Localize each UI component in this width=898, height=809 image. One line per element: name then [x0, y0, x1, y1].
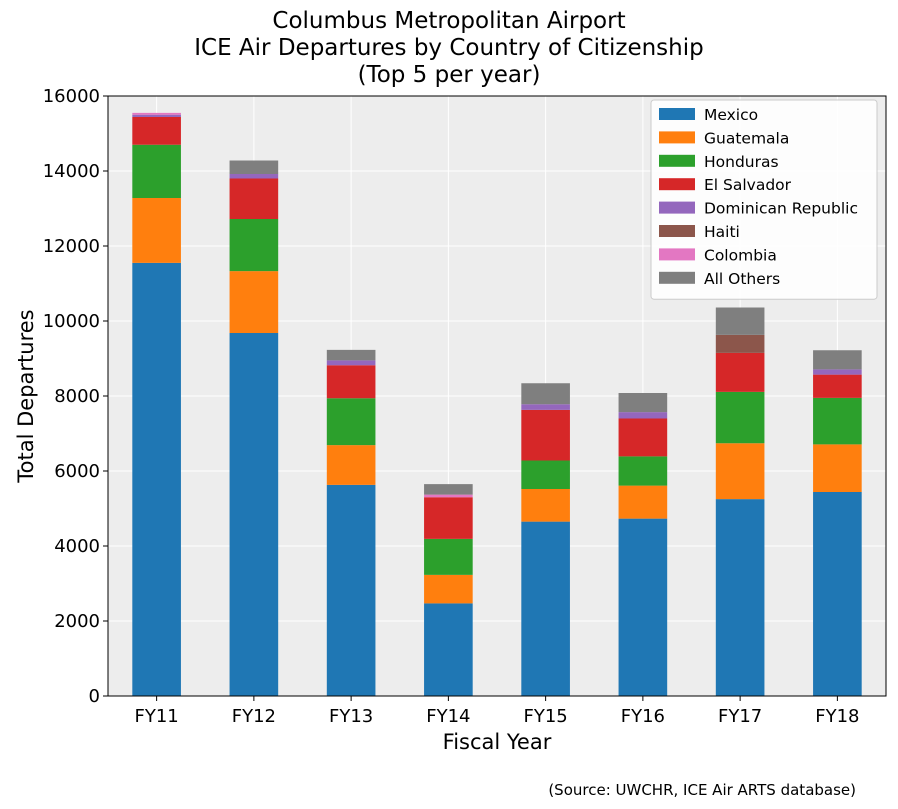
legend-label: Haiti — [704, 223, 740, 241]
bar-segment-all-others — [424, 484, 473, 495]
bar-segment-el-salvador — [521, 409, 570, 461]
legend-swatch — [659, 201, 695, 214]
chart-title-line-1: Columbus Metropolitan Airport — [272, 8, 626, 34]
bar-segment-guatemala — [326, 445, 376, 485]
y-tick-label: 0 — [89, 686, 100, 707]
y-tick-label: 6000 — [54, 461, 100, 482]
chart-title-line-3: (Top 5 per year) — [357, 62, 541, 88]
bar-segment-mexico — [618, 518, 668, 696]
legend-swatch — [659, 154, 695, 167]
bar-segment-dominican-republic — [521, 404, 570, 410]
y-tick-label: 4000 — [54, 536, 100, 557]
bar-segment-all-others — [326, 349, 376, 361]
bar-segment-mexico — [326, 484, 376, 696]
x-tick-label: FY17 — [718, 706, 762, 727]
legend-label: Colombia — [704, 246, 777, 264]
bar-segment-el-salvador — [715, 352, 765, 392]
bar-segment-mexico — [521, 521, 570, 696]
bar-segment-guatemala — [618, 485, 668, 519]
bar-segment-colombia — [132, 112, 181, 115]
bar-segment-mexico — [132, 262, 181, 696]
chart-title-line-2: ICE Air Departures by Country of Citizen… — [194, 35, 704, 61]
bar-segment-haiti — [715, 334, 765, 353]
legend-label: Dominican Republic — [704, 200, 858, 218]
x-tick-label: FY11 — [134, 706, 178, 727]
bar-segment-honduras — [132, 144, 181, 198]
bar-segment-colombia — [424, 494, 473, 498]
bar-segment-dominican-republic — [229, 174, 279, 179]
source-note: (Source: UWCHR, ICE Air ARTS database) — [548, 781, 856, 799]
legend-swatch — [659, 271, 695, 284]
bar-segment-honduras — [521, 460, 570, 489]
y-tick-label: 2000 — [54, 611, 100, 632]
bar-segment-guatemala — [132, 198, 181, 263]
y-tick-label: 10000 — [43, 311, 100, 332]
bar-segment-el-salvador — [813, 374, 862, 398]
bar-segment-mexico — [424, 603, 473, 696]
y-tick-label: 12000 — [43, 236, 100, 257]
bar-segment-dominican-republic — [132, 114, 181, 117]
legend-label: Honduras — [704, 153, 779, 171]
legend-box — [650, 99, 878, 300]
bar-segment-el-salvador — [618, 418, 668, 457]
bar-segment-honduras — [229, 219, 279, 272]
bar-segment-guatemala — [715, 443, 765, 500]
bar-segment-all-others — [229, 160, 279, 174]
bar-segment-guatemala — [424, 574, 473, 604]
y-axis-label: Total Departures — [14, 309, 38, 483]
legend-swatch — [659, 248, 695, 261]
bar-segment-honduras — [424, 538, 473, 575]
x-tick-label: FY18 — [815, 706, 859, 727]
bar-segment-el-salvador — [424, 497, 473, 539]
bar-segment-el-salvador — [229, 178, 279, 219]
legend-label: Mexico — [704, 106, 758, 124]
bar-segment-honduras — [618, 456, 668, 486]
x-tick-label: FY12 — [232, 706, 276, 727]
chart-title: Columbus Metropolitan Airport ICE Air De… — [0, 8, 898, 89]
y-tick-label: 14000 — [43, 161, 100, 182]
bar-segment-mexico — [813, 492, 862, 696]
x-tick-label: FY13 — [329, 706, 373, 727]
bar-segment-dominican-republic — [326, 360, 376, 366]
bar-segment-honduras — [813, 397, 862, 445]
plot-frame — [107, 95, 887, 697]
bar-segment-mexico — [229, 333, 279, 696]
bar-segment-all-others — [813, 350, 862, 370]
bar-segment-all-others — [618, 393, 668, 413]
bar-segment-el-salvador — [326, 365, 376, 399]
y-tick-label: 8000 — [54, 386, 100, 407]
x-tick-label: FY14 — [426, 706, 470, 727]
bar-segment-all-others — [521, 383, 570, 405]
legend-swatch — [659, 225, 695, 237]
bar-segment-honduras — [715, 391, 765, 444]
bar-segment-guatemala — [813, 444, 862, 492]
y-tick-label: 16000 — [43, 86, 100, 107]
bar-segment-all-others — [715, 307, 765, 335]
bar-segment-dominican-republic — [813, 369, 862, 375]
legend-label: El Salvador — [704, 176, 792, 194]
x-tick-label: FY16 — [621, 706, 665, 727]
x-axis-label: Fiscal Year — [443, 730, 552, 754]
bar-segment-guatemala — [229, 271, 279, 333]
bar-segment-mexico — [715, 499, 765, 696]
legend-swatch — [659, 131, 695, 144]
legend-label: All Others — [704, 270, 780, 288]
legend-swatch — [659, 178, 695, 191]
legend-swatch — [659, 108, 695, 120]
bar-segment-el-salvador — [132, 117, 181, 145]
bar-segment-guatemala — [521, 489, 570, 522]
x-tick-label: FY15 — [523, 706, 567, 727]
legend-label: Guatemala — [704, 129, 789, 147]
bar-segment-honduras — [326, 398, 376, 446]
bar-segment-dominican-republic — [618, 412, 668, 419]
